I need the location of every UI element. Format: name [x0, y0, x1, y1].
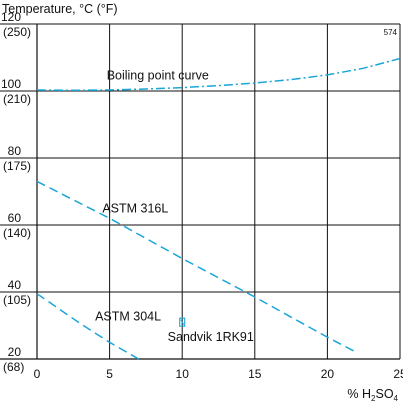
- y-tick-label-fahrenheit: (210): [3, 92, 31, 106]
- astm-316l-label: ASTM 316L: [102, 201, 168, 215]
- x-tick-label: 15: [248, 367, 262, 381]
- y-tick-label: 60: [8, 211, 22, 225]
- sandvik-1rk91-label: Sandvik 1RK91: [168, 330, 254, 344]
- x-axis-title-sub2: 4: [394, 394, 399, 403]
- y-tick-label-fahrenheit: (140): [3, 226, 31, 240]
- y-tick-label-fahrenheit: (68): [3, 360, 24, 374]
- y-tick-label-fahrenheit: (175): [3, 159, 31, 173]
- x-tick-label: 5: [106, 367, 113, 381]
- x-axis-title-sub1: 2: [371, 394, 376, 403]
- x-axis-title: % H2SO4: [347, 387, 398, 403]
- label-layer: Boiling point curve ASTM 316L ASTM 304L San…: [95, 68, 254, 344]
- astm-304l-label: ASTM 304L: [95, 309, 161, 323]
- x-axis-title-mid: SO: [375, 387, 393, 401]
- sandvik-1rk91-marker: [179, 317, 186, 327]
- tick-layer: 0 5 10 15 20 25 120(250) 100(210) 80(175) 60(140)…: [1, 10, 403, 381]
- y-tick-label-fahrenheit: (250): [3, 25, 31, 39]
- y-tick-label: 20: [8, 345, 22, 359]
- grid-layer: [0, 23, 401, 360]
- astm-304l-line: [36, 293, 139, 360]
- x-tick-label: 20: [321, 367, 335, 381]
- boiling-point-curve-line: [36, 57, 401, 92]
- y-tick-label: 100: [1, 77, 21, 91]
- boiling-point-curve-label: Boiling point curve: [107, 68, 209, 82]
- x-tick-label: 25: [393, 367, 403, 381]
- y-tick-label-fahrenheit: (105): [3, 293, 31, 307]
- sandvik-1rk91-marker-box: [179, 317, 186, 327]
- x-tick-label: 0: [34, 367, 41, 381]
- x-tick-label: 10: [176, 367, 190, 381]
- y-tick-label: 120: [1, 10, 21, 24]
- sandvik-1rk91-marker-hatch: [180, 319, 185, 325]
- figure-number: 574: [384, 28, 398, 37]
- y-axis-title: Temperature, °C (°F): [2, 2, 118, 16]
- x-axis-title-prefix: % H: [347, 387, 371, 401]
- y-tick-label: 80: [8, 144, 22, 158]
- y-tick-label: 40: [8, 278, 22, 292]
- series-layer: [36, 57, 401, 360]
